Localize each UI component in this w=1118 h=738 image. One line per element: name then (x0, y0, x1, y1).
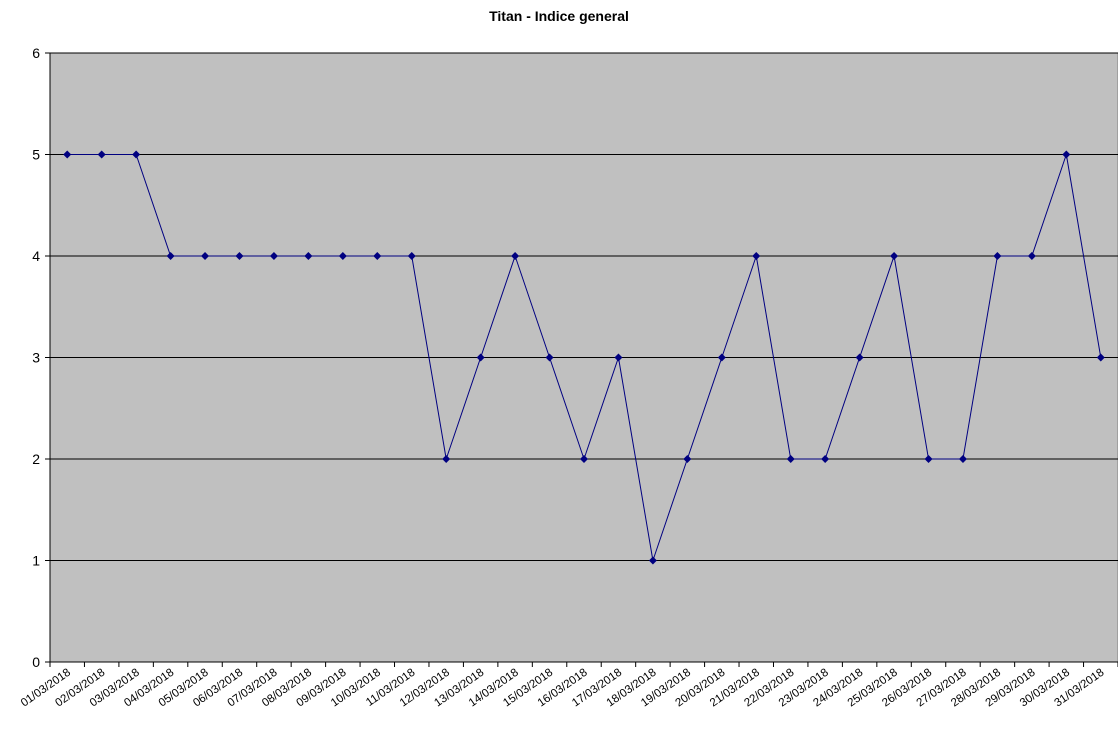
data-point (338, 252, 347, 260)
data-point (717, 353, 726, 362)
data-point (821, 455, 830, 463)
data-point (476, 353, 485, 362)
data-point (304, 252, 313, 260)
y-axis: 0 1 2 3 4 5 6 (32, 45, 51, 670)
data-point (1096, 353, 1105, 362)
series-markers (63, 150, 1105, 565)
y-tick-label: 4 (32, 248, 40, 264)
y-tick-label: 0 (32, 654, 40, 670)
data-point (580, 455, 588, 463)
data-point (97, 150, 106, 159)
y-tick-label: 2 (32, 451, 40, 467)
y-tick-label: 6 (32, 45, 40, 61)
data-point (511, 252, 520, 260)
data-point (269, 252, 278, 260)
data-point (373, 252, 382, 260)
data-point (1027, 252, 1036, 260)
data-point (683, 455, 692, 463)
data-point (614, 353, 623, 362)
x-axis: 01/03/201802/03/201803/03/201804/03/2018… (19, 661, 1118, 709)
data-point (442, 455, 451, 463)
data-point (166, 252, 175, 260)
data-point (993, 252, 1002, 260)
data-point (752, 252, 761, 260)
data-point (890, 252, 899, 260)
data-point (786, 455, 795, 463)
y-tick-label: 1 (32, 553, 40, 569)
data-point (1062, 150, 1071, 159)
data-point (63, 150, 72, 159)
data-point (132, 150, 141, 159)
data-point (201, 252, 210, 260)
data-point (648, 556, 657, 565)
data-point (855, 353, 864, 362)
data-point (958, 455, 967, 463)
y-tick-label: 3 (32, 350, 40, 366)
data-point (924, 455, 933, 463)
data-point (407, 252, 416, 260)
data-point (235, 252, 244, 260)
data-point (545, 353, 554, 362)
y-tick-label: 5 (32, 147, 40, 163)
chart-title: Titan - Indice general (489, 8, 629, 24)
